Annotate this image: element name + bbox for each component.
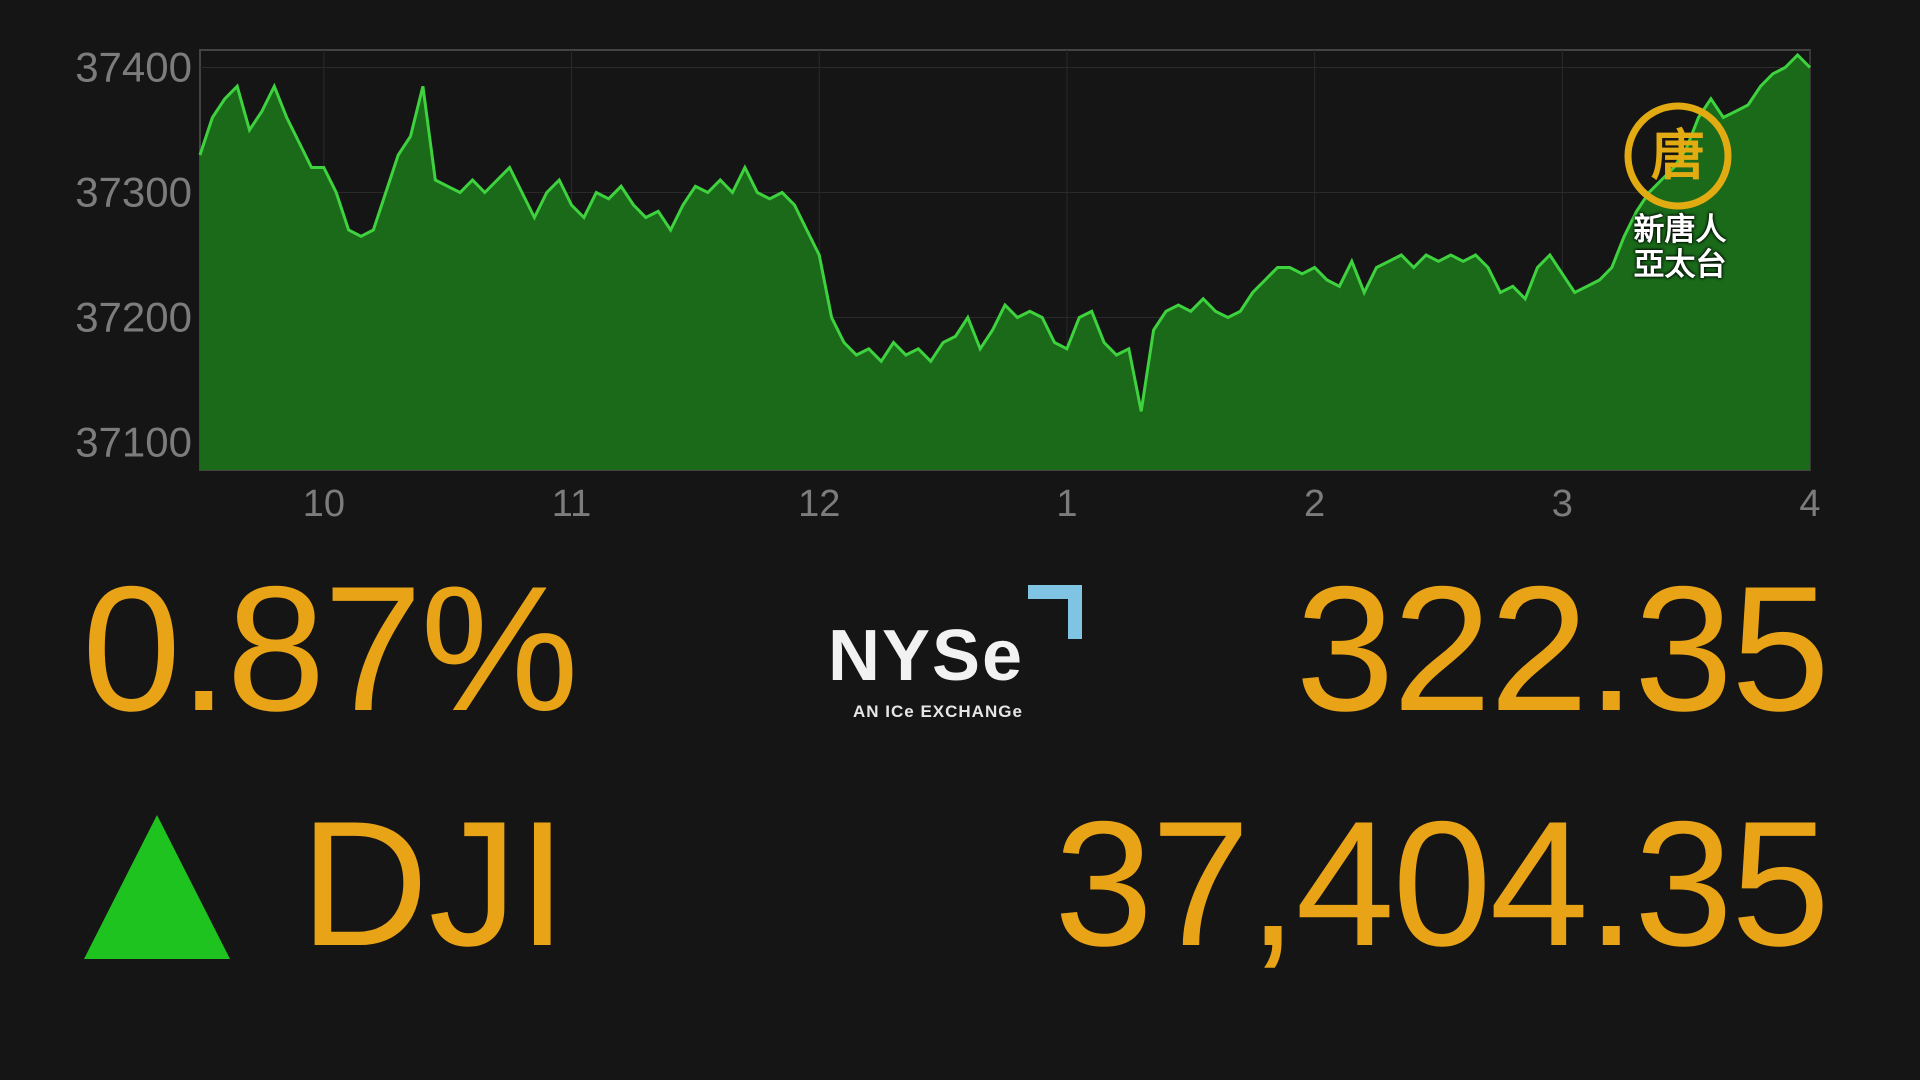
y-tick-label: 37300 (75, 169, 192, 216)
y-tick-label: 37400 (75, 44, 192, 91)
x-tick-label: 11 (552, 483, 591, 520)
x-tick-label: 4 (1799, 483, 1820, 520)
ticker-symbol: DJI (300, 784, 567, 983)
station-logo: 唐 新唐人 亞太台 (1600, 100, 1760, 290)
station-name-line2: 亞太台 (1633, 247, 1727, 283)
index-value: 37,404.35 (1054, 784, 1830, 983)
nyse-logo: NYSe AN ICe EXCHANGe (828, 585, 1088, 725)
corner-bracket-icon (1028, 585, 1082, 639)
y-tick-label: 37200 (75, 294, 192, 341)
x-tick-label: 1 (1056, 483, 1077, 520)
x-tick-label: 2 (1304, 483, 1325, 520)
point-change: 322.35 (1295, 549, 1830, 748)
nyse-tagline: AN ICe EXCHANGe (853, 702, 1023, 721)
emblem-char: 唐 (1651, 124, 1705, 187)
nyse-wordmark: NYSe (828, 616, 1025, 696)
station-emblem-icon: 唐 (1624, 102, 1732, 210)
y-tick-label: 37100 (75, 419, 192, 466)
y-axis-ticks: 37400 37300 37200 37100 (75, 44, 192, 466)
price-line (198, 52, 1812, 412)
x-tick-label: 12 (798, 483, 840, 520)
change-percent: 0.87% (82, 549, 579, 748)
x-tick-label: 3 (1552, 483, 1573, 520)
x-tick-label: 10 (303, 483, 345, 520)
price-area (200, 55, 1810, 470)
x-axis-ticks: 10 11 12 1 2 3 4 (303, 483, 1821, 520)
station-name-line1: 新唐人 (1633, 212, 1727, 248)
up-arrow-icon (84, 815, 230, 959)
